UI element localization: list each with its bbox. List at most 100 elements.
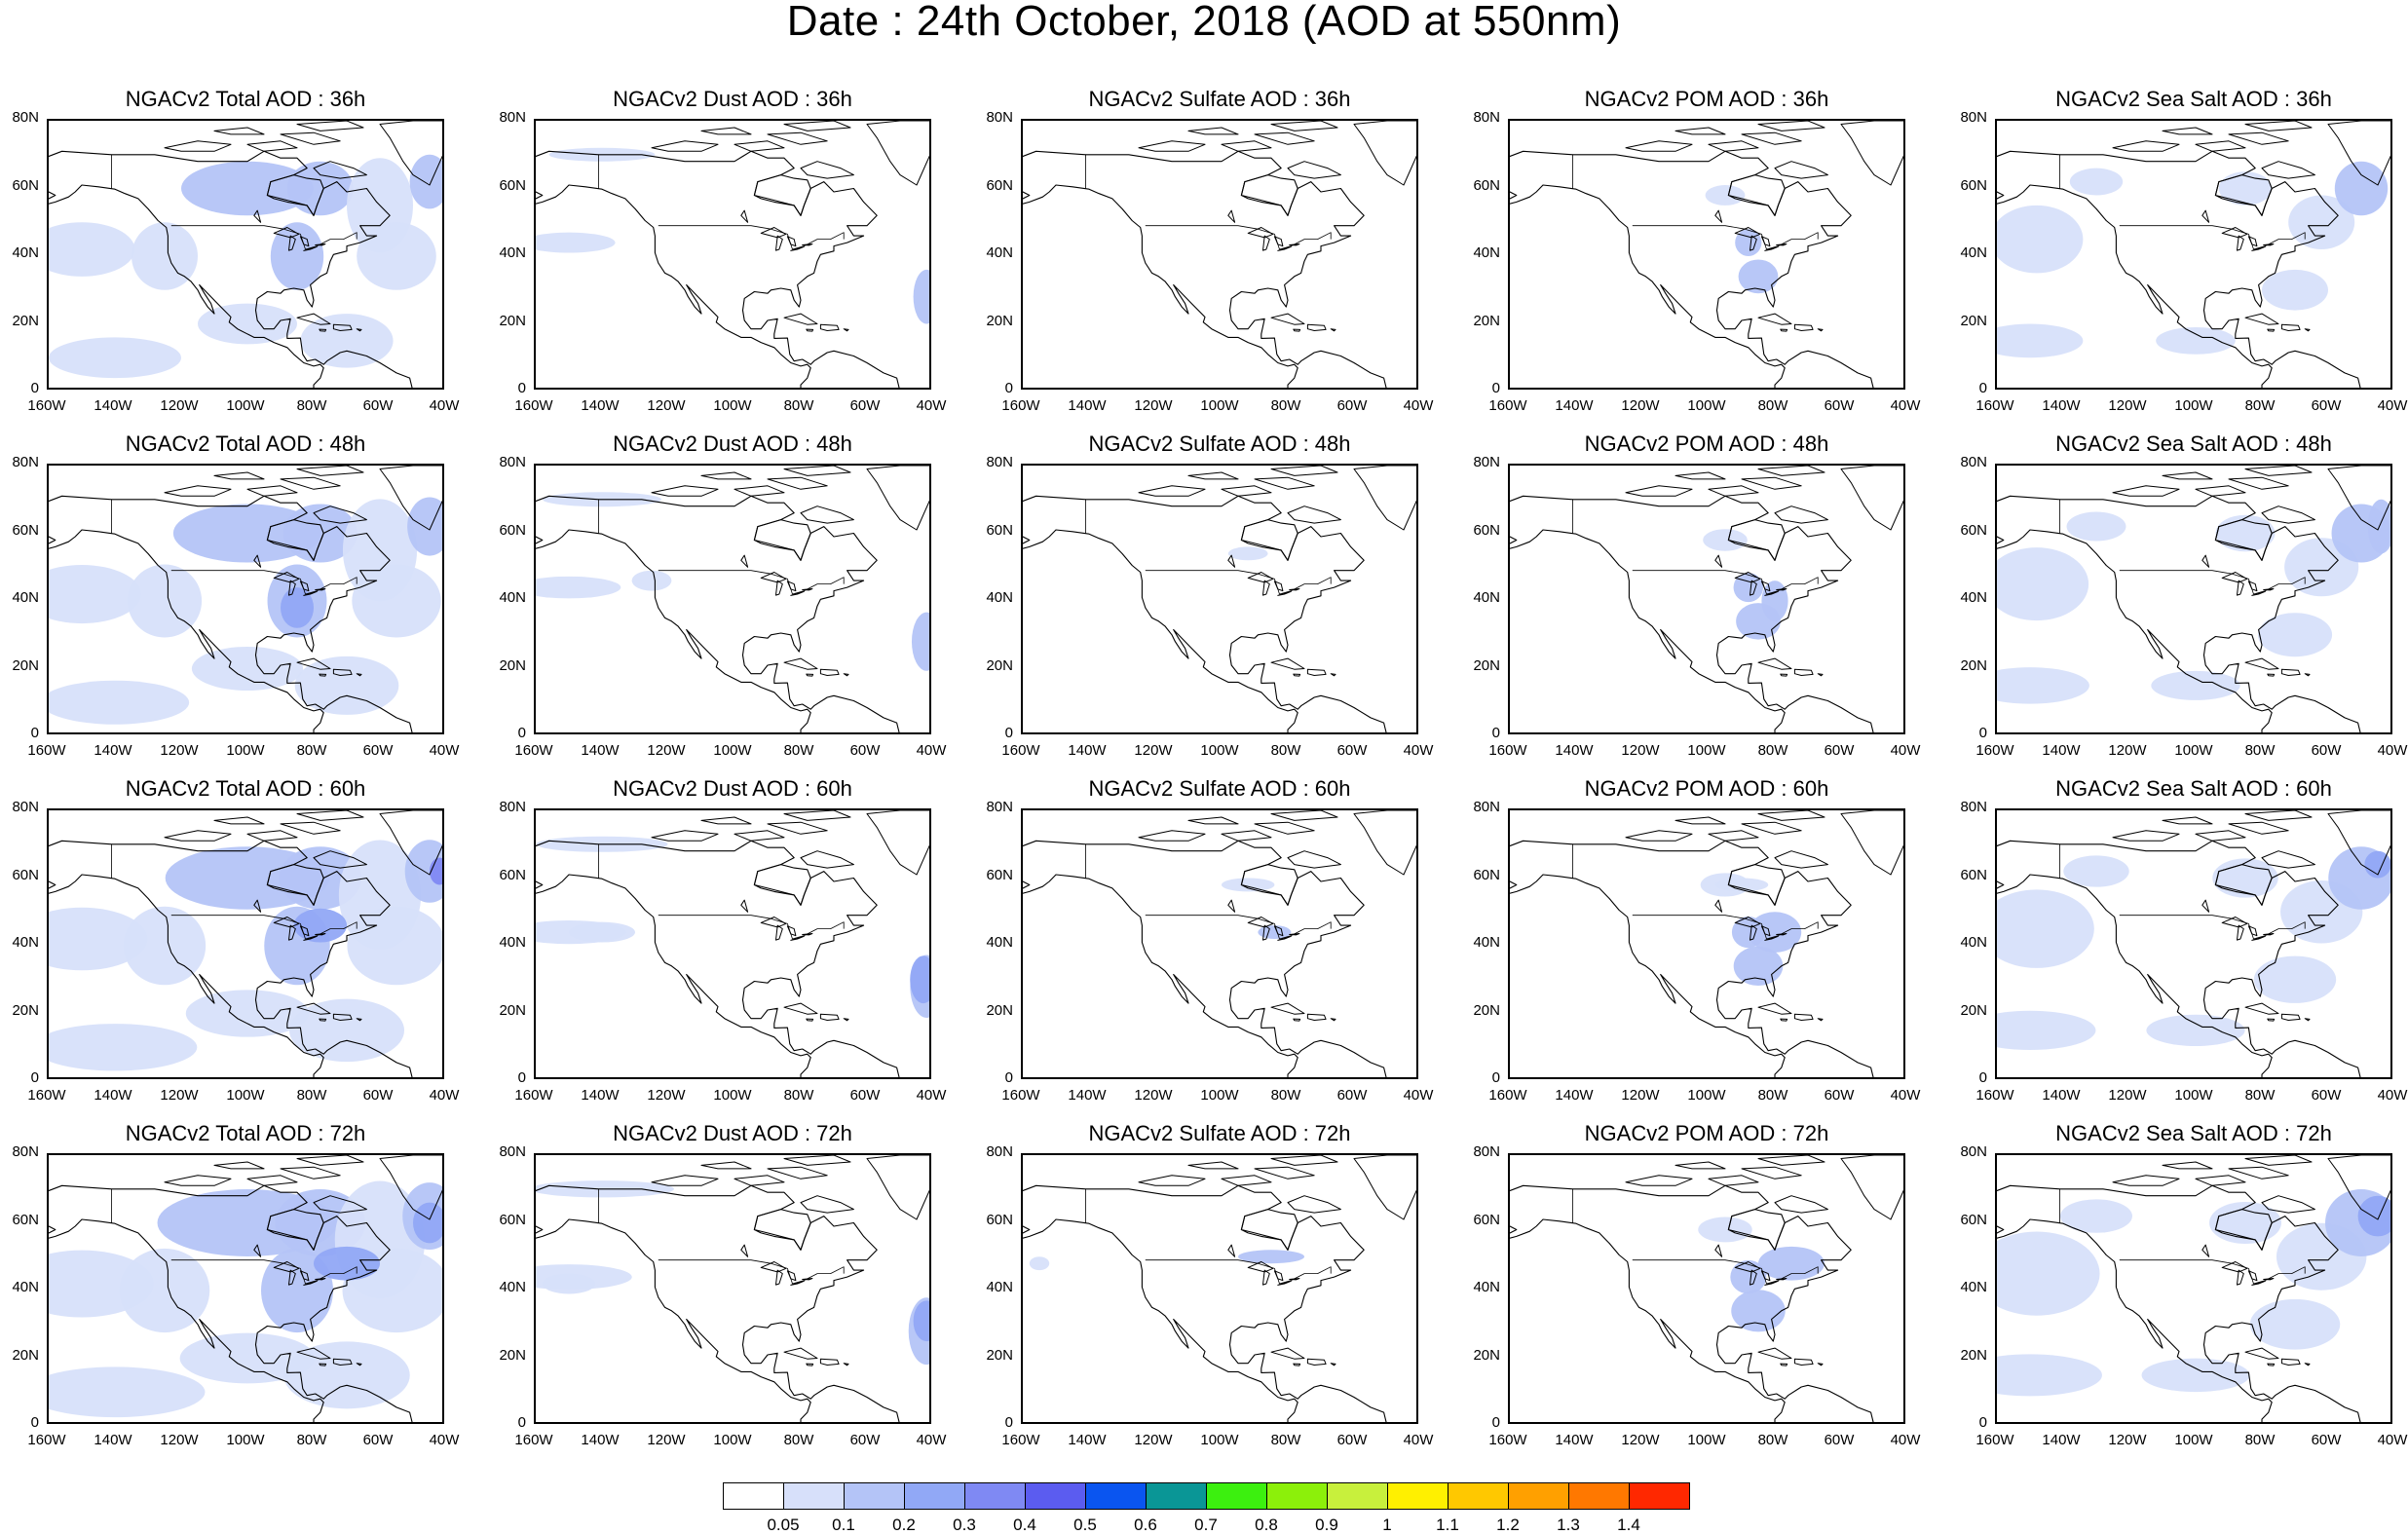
- panel-title-seasalt-48h: NGACv2 Sea Salt AOD : 48h: [2055, 431, 2332, 456]
- lon-tick-label: 160W: [1001, 397, 1040, 414]
- lat-tick-label: 40N: [1473, 934, 1500, 951]
- lake-outline: [775, 580, 783, 596]
- colorbar-label: 0.9: [1315, 1516, 1338, 1534]
- lon-tick-label: 100W: [2174, 1432, 2213, 1448]
- lake-outline: [2201, 899, 2210, 913]
- arctic-island-coast: [800, 505, 854, 524]
- arctic-island-coast: [1187, 127, 1239, 135]
- lat-tick-label: 20N: [499, 312, 526, 329]
- caribbean-island-coast: [843, 328, 849, 332]
- lake-outline: [2201, 1244, 2210, 1257]
- lake-outline: [1227, 554, 1236, 568]
- caribbean-island-coast: [783, 1347, 818, 1360]
- aod-shading: [2146, 1014, 2245, 1046]
- lake-outline: [288, 924, 296, 941]
- arctic-island-coast: [700, 471, 752, 480]
- lat-tick-label: 40N: [986, 244, 1013, 261]
- aod-shading: [2357, 1195, 2390, 1237]
- lat-tick-label: 40N: [1960, 1279, 1987, 1295]
- lat-tick-label: 20N: [1960, 1001, 1987, 1019]
- aod-shading: [127, 564, 203, 638]
- lat-tick-label: 60N: [986, 521, 1013, 539]
- caribbean-island-coast: [2280, 1358, 2301, 1366]
- caribbean-island-coast: [2280, 323, 2301, 331]
- caribbean-island-coast: [1330, 1363, 1336, 1367]
- caribbean-island-coast: [1817, 1363, 1824, 1367]
- lake-outline: [760, 1261, 787, 1273]
- arctic-island-coast: [1741, 131, 1802, 145]
- lake-outline: [1734, 227, 1761, 239]
- caribbean-island-coast: [2304, 673, 2311, 677]
- caribbean-island-coast: [2304, 1363, 2311, 1367]
- country-border: [1572, 154, 1819, 250]
- arctic-island-coast: [2112, 485, 2180, 497]
- lat-tick-label: 60N: [1960, 176, 1987, 194]
- coastline: [1510, 495, 1874, 732]
- lon-tick-label: 60W: [362, 1087, 394, 1104]
- arctic-island-coast: [1270, 121, 1338, 131]
- hudson-bay-coast: [753, 864, 811, 906]
- lon-tick-label: 60W: [1336, 1087, 1368, 1104]
- caribbean-island-coast: [1793, 1358, 1814, 1366]
- caribbean-island-coast: [319, 673, 327, 677]
- arctic-island-coast: [246, 830, 298, 842]
- lake-outline: [253, 554, 262, 568]
- arctic-island-coast: [379, 1155, 442, 1220]
- lon-tick-label: 40W: [2377, 1432, 2408, 1448]
- lake-outline: [1262, 235, 1270, 251]
- lon-tick-label: 120W: [647, 397, 686, 414]
- caribbean-island-coast: [2267, 1363, 2276, 1367]
- lon-tick-label: 160W: [514, 1087, 553, 1104]
- lon-tick-label: 120W: [1134, 1432, 1173, 1448]
- lat-tick-label: 60N: [1960, 866, 1987, 883]
- colorbar-label: 0.6: [1134, 1516, 1157, 1534]
- caribbean-island-coast: [332, 668, 353, 676]
- caribbean-island-coast: [843, 1363, 849, 1367]
- map-panel-total-72h: [47, 1153, 444, 1424]
- caribbean-island-coast: [296, 1002, 331, 1015]
- coastline: [1510, 150, 1874, 388]
- aod-shading: [123, 906, 207, 986]
- arctic-island-coast: [1741, 1166, 1802, 1179]
- arctic-island-coast: [2228, 1166, 2289, 1179]
- colorbar-label: 0.8: [1255, 1516, 1278, 1534]
- colorbar-swatch: [1085, 1482, 1147, 1510]
- lat-tick-label: 60N: [499, 866, 526, 883]
- hudson-bay-coast: [1727, 1209, 1786, 1251]
- lon-tick-label: 60W: [849, 1432, 881, 1448]
- lat-tick-label: 40N: [986, 1279, 1013, 1295]
- country-border: [1085, 154, 1332, 250]
- arctic-island-coast: [1138, 1175, 1206, 1186]
- country-border: [111, 154, 357, 250]
- arctic-island-coast: [164, 830, 232, 842]
- caribbean-island-coast: [296, 657, 331, 670]
- arctic-island-coast: [1708, 140, 1759, 152]
- arctic-island-coast: [700, 1161, 752, 1170]
- panel-title-dust-72h: NGACv2 Dust AOD : 72h: [613, 1121, 852, 1145]
- lake-outline: [303, 590, 318, 596]
- lon-tick-label: 100W: [1687, 397, 1726, 414]
- caribbean-island-coast: [1780, 1363, 1788, 1367]
- lon-tick-label: 120W: [160, 1087, 199, 1104]
- arctic-island-coast: [2327, 1155, 2390, 1220]
- aod-shading: [2364, 850, 2390, 879]
- map-svg: [1997, 810, 2390, 1077]
- hudson-bay-coast: [2214, 174, 2273, 216]
- arctic-island-coast: [2327, 466, 2390, 531]
- caribbean-island-coast: [332, 323, 353, 331]
- lat-tick-label: 80N: [12, 109, 39, 126]
- lon-tick-label: 40W: [1890, 1432, 1921, 1448]
- aod-shading: [1997, 889, 2094, 968]
- lon-tick-label: 160W: [1001, 1432, 1040, 1448]
- hudson-bay-coast: [2214, 1209, 2273, 1251]
- hudson-bay-coast: [1240, 864, 1298, 906]
- lat-tick-label: 20N: [986, 656, 1013, 674]
- arctic-island-coast: [767, 821, 828, 835]
- lon-tick-label: 60W: [362, 397, 394, 414]
- lake-outline: [760, 227, 787, 239]
- arctic-island-coast: [2244, 121, 2313, 131]
- aod-shading: [2063, 855, 2129, 887]
- lake-outline: [303, 1280, 318, 1286]
- lon-tick-label: 40W: [2377, 742, 2408, 759]
- caribbean-island-coast: [1293, 1018, 1301, 1022]
